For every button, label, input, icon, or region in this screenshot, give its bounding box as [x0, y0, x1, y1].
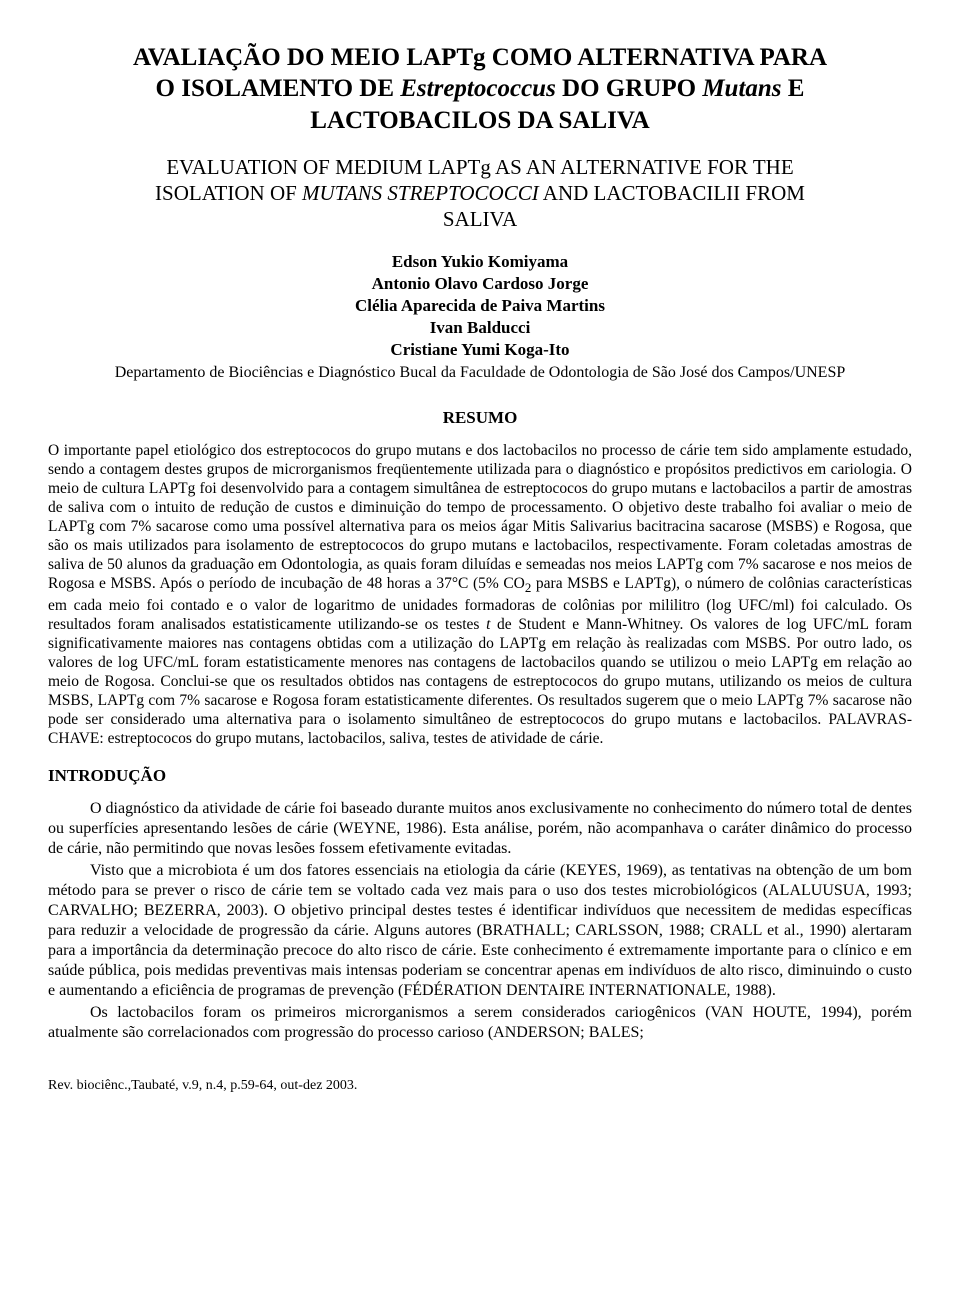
title-line2-mid: DO GRUPO: [556, 75, 703, 102]
body-paragraph: O diagnóstico da atividade de cárie foi …: [48, 799, 912, 859]
subtitle: EVALUATION OF MEDIUM LAPTg AS AN ALTERNA…: [48, 154, 912, 233]
title-line3: LACTOBACILOS DA SALIVA: [310, 107, 649, 134]
abstract-paragraph: O importante papel etiológico dos estrep…: [48, 441, 912, 749]
author: Edson Yukio Komiyama: [48, 251, 912, 273]
title-line2-em2: Mutans: [702, 75, 781, 102]
body-paragraph: Os lactobacilos foram os primeiros micro…: [48, 1003, 912, 1043]
footer-citation: Rev. biociênc.,Taubaté, v.9, n.4, p.59-6…: [48, 1077, 912, 1094]
subtitle-line1: EVALUATION OF MEDIUM LAPTg AS AN ALTERNA…: [166, 155, 793, 179]
abstract-text-post: de Student e Mann-Whitney. Os valores de…: [48, 616, 912, 747]
author: Clélia Aparecida de Paiva Martins: [48, 295, 912, 317]
subtitle-line2-post: AND LACTOBACILII FROM: [539, 181, 805, 205]
body-paragraph: Visto que a microbiota é um dos fatores …: [48, 861, 912, 1001]
title-line2-em: Estreptococcus: [400, 75, 556, 102]
title-line2-post: E: [782, 75, 805, 102]
intro-heading: INTRODUÇÃO: [48, 766, 912, 787]
subtitle-line2-pre: ISOLATION OF: [155, 181, 302, 205]
abstract-text-pre: O importante papel etiológico dos estrep…: [48, 442, 912, 592]
author: Cristiane Yumi Koga-Ito: [48, 339, 912, 361]
author: Ivan Balducci: [48, 317, 912, 339]
title-line2-pre: O ISOLAMENTO DE: [156, 75, 401, 102]
authors-list: Edson Yukio Komiyama Antonio Olavo Cardo…: [48, 251, 912, 361]
title-main: AVALIAÇÃO DO MEIO LAPTg COMO ALTERNATIVA…: [48, 42, 912, 136]
author: Antonio Olavo Cardoso Jorge: [48, 273, 912, 295]
title-line1: AVALIAÇÃO DO MEIO LAPTg COMO ALTERNATIVA…: [133, 44, 827, 71]
title-block: AVALIAÇÃO DO MEIO LAPTg COMO ALTERNATIVA…: [48, 42, 912, 384]
affiliation: Departamento de Biociências e Diagnóstic…: [48, 363, 912, 384]
subtitle-line3: SALIVA: [443, 207, 517, 231]
resumo-heading: RESUMO: [48, 408, 912, 429]
subtitle-line2-em: MUTANS STREPTOCOCCI: [302, 181, 539, 205]
